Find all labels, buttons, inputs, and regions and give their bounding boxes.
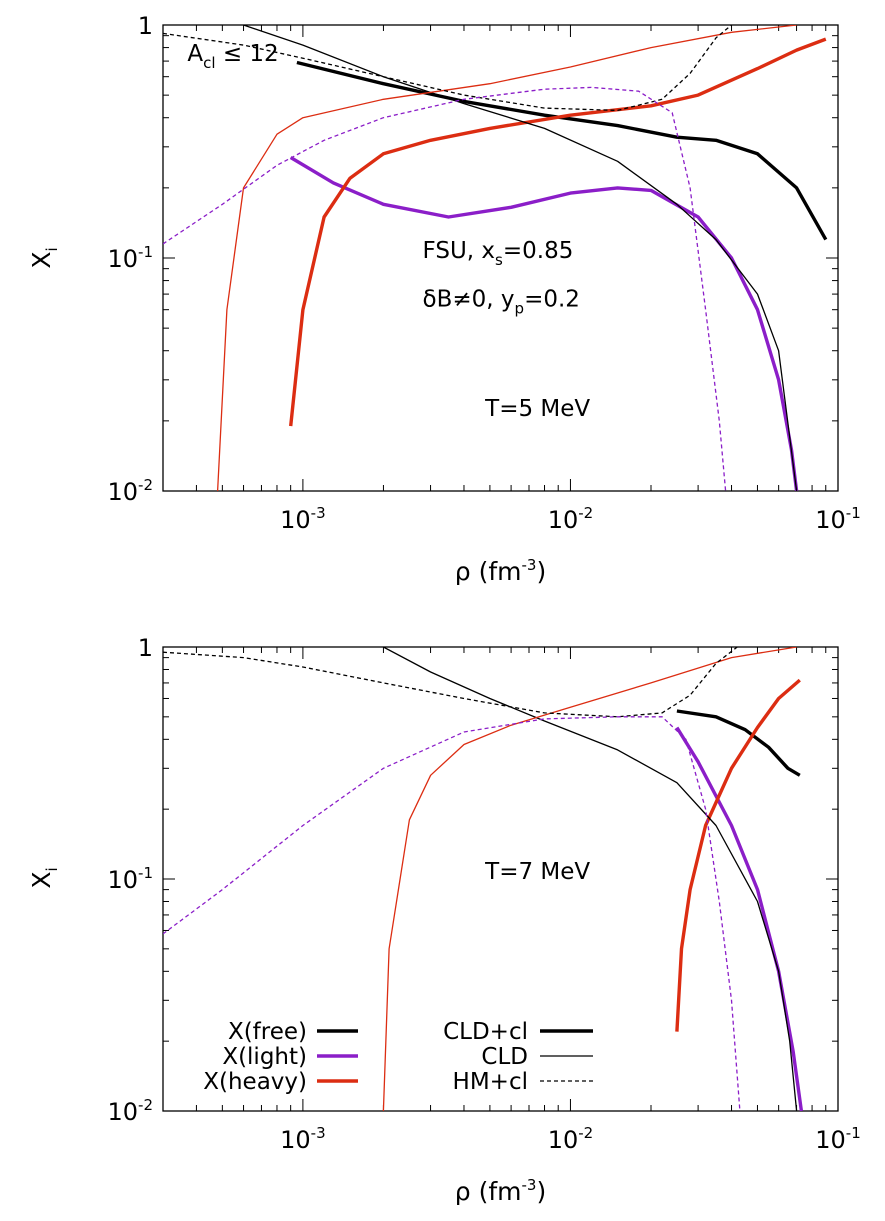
bottom-series-group <box>163 647 804 1111</box>
legend-label-style: CLD+cl <box>443 1019 528 1045</box>
bottom-annotation-temp: T=7 MeV <box>484 859 590 885</box>
bottom-y-tick-label: 10-2 <box>107 1096 153 1126</box>
top-series-free-cld-cl <box>296 60 828 241</box>
legend-label-component: X(heavy) <box>203 1069 307 1095</box>
bottom-panel: 10-3 10-2 10-1 10-2 10-1 1 ρ (fm-3) Xi T=7 MeV X(… <box>27 634 861 1206</box>
bottom-y-tick-label: 1 <box>138 634 153 662</box>
top-series-group <box>163 25 828 491</box>
bottom-x-tick-label: 10-2 <box>548 1124 594 1154</box>
bottom-x-tick-label: 10-1 <box>815 1124 861 1154</box>
bottom-series-free-cld <box>383 647 798 1111</box>
bottom-series-light-hm-cl <box>163 716 741 1111</box>
top-annotation-acl: Acl ≤ 12 <box>187 41 278 72</box>
top-x-tick-label: 10-1 <box>815 504 861 534</box>
top-series-free-hm-cl <box>163 25 732 112</box>
bottom-x-axis-label: ρ (fm-3) <box>455 1176 546 1206</box>
bottom-y-axis-label: Xi <box>27 867 61 888</box>
top-x-axis-label: ρ (fm-3) <box>455 556 546 586</box>
bottom-y-tick-label: 10-1 <box>107 864 153 894</box>
top-x-tick-label: 10-3 <box>280 504 326 534</box>
top-x-tick-label: 10-2 <box>548 504 594 534</box>
bottom-series-heavy-cld-cl <box>675 678 801 1032</box>
top-series-light-cld-cl <box>289 156 799 491</box>
top-annotation-deltab: δB≠0, yp=0.2 <box>423 286 580 317</box>
bottom-x-tick-label: 10-3 <box>280 1124 326 1154</box>
top-y-tick-label: 1 <box>138 12 153 40</box>
top-y-tick-label: 10-2 <box>107 476 153 506</box>
bottom-series-free-cld-cl <box>676 709 801 777</box>
top-series-free-cld <box>243 25 798 491</box>
top-y-tick-label: 10-1 <box>107 243 153 273</box>
legend-label-style: CLD <box>481 1044 528 1070</box>
legend-label-component: X(free) <box>228 1019 307 1045</box>
top-panel: 10-3 10-2 10-1 10-2 10-1 1 ρ (fm-3) Xi Acl ≤ 12 F… <box>27 12 861 586</box>
bottom-series-heavy-cld <box>382 647 797 1111</box>
bottom-series-light-cld-cl <box>675 726 804 1111</box>
legend-label-style: HM+cl <box>453 1069 528 1095</box>
top-series-light-hm-cl <box>163 86 727 491</box>
top-series-heavy-cld-cl <box>289 37 827 427</box>
top-annotation-temp: T=5 MeV <box>484 396 590 422</box>
top-annotation-model: FSU, xs=0.85 <box>423 238 574 269</box>
bottom-series-free-hm-cl <box>163 647 738 718</box>
legend-label-component: X(light) <box>222 1044 307 1070</box>
top-y-axis-label: Xi <box>27 247 61 268</box>
top-series-heavy-cld <box>216 25 797 491</box>
